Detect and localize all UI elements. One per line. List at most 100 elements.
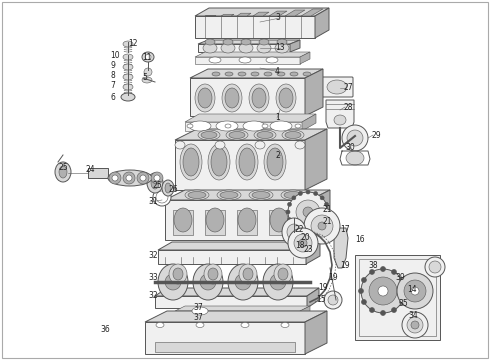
Text: 37: 37	[193, 314, 203, 323]
Ellipse shape	[378, 286, 388, 296]
Ellipse shape	[175, 141, 185, 149]
Text: 3: 3	[275, 13, 280, 22]
Ellipse shape	[228, 264, 258, 300]
Polygon shape	[290, 40, 300, 52]
Ellipse shape	[188, 192, 206, 198]
Text: 11: 11	[142, 54, 151, 63]
Ellipse shape	[334, 115, 346, 125]
Ellipse shape	[284, 192, 302, 198]
Text: 31: 31	[148, 198, 158, 207]
Ellipse shape	[140, 175, 146, 181]
Ellipse shape	[236, 144, 258, 180]
Ellipse shape	[320, 196, 324, 200]
Ellipse shape	[123, 74, 133, 80]
Polygon shape	[205, 15, 216, 16]
Ellipse shape	[402, 312, 428, 338]
Polygon shape	[300, 306, 310, 316]
Text: 20: 20	[300, 234, 310, 243]
Text: 19: 19	[340, 261, 350, 270]
Ellipse shape	[235, 274, 251, 290]
Text: 36: 36	[100, 325, 110, 334]
Ellipse shape	[295, 124, 301, 128]
Ellipse shape	[162, 180, 174, 196]
Ellipse shape	[326, 210, 330, 214]
Ellipse shape	[252, 88, 266, 108]
Ellipse shape	[270, 208, 288, 232]
Ellipse shape	[185, 190, 209, 200]
Ellipse shape	[264, 72, 272, 76]
Polygon shape	[195, 8, 329, 16]
Ellipse shape	[397, 273, 433, 309]
Ellipse shape	[165, 274, 181, 290]
Ellipse shape	[226, 130, 248, 140]
Ellipse shape	[189, 121, 211, 131]
Polygon shape	[165, 200, 310, 240]
Ellipse shape	[243, 268, 253, 280]
Ellipse shape	[208, 144, 230, 180]
Ellipse shape	[399, 278, 405, 283]
Polygon shape	[306, 242, 320, 264]
Polygon shape	[269, 11, 287, 16]
Ellipse shape	[169, 264, 187, 284]
Ellipse shape	[153, 188, 171, 206]
Ellipse shape	[278, 268, 288, 280]
Polygon shape	[190, 69, 323, 78]
Polygon shape	[88, 168, 108, 178]
Ellipse shape	[266, 57, 278, 63]
Ellipse shape	[288, 192, 328, 232]
Ellipse shape	[359, 288, 364, 293]
Text: 2: 2	[275, 150, 280, 159]
Ellipse shape	[328, 295, 338, 305]
Ellipse shape	[290, 72, 298, 76]
Ellipse shape	[221, 43, 235, 53]
Ellipse shape	[201, 131, 217, 139]
Ellipse shape	[324, 218, 328, 222]
Ellipse shape	[262, 124, 268, 128]
Text: 28: 28	[343, 103, 352, 112]
Text: 35: 35	[398, 300, 408, 309]
Ellipse shape	[292, 224, 296, 228]
Ellipse shape	[200, 274, 216, 290]
Text: 14: 14	[407, 285, 416, 294]
Ellipse shape	[254, 130, 276, 140]
Polygon shape	[301, 9, 323, 16]
Ellipse shape	[392, 307, 396, 312]
Ellipse shape	[362, 300, 367, 305]
Ellipse shape	[324, 291, 342, 309]
Ellipse shape	[112, 175, 118, 181]
Polygon shape	[307, 288, 319, 308]
Text: 18: 18	[295, 240, 304, 249]
Ellipse shape	[318, 222, 326, 230]
Ellipse shape	[279, 88, 293, 108]
Text: 4: 4	[275, 68, 280, 77]
Ellipse shape	[264, 144, 286, 180]
Ellipse shape	[204, 264, 222, 284]
Ellipse shape	[381, 310, 386, 315]
Ellipse shape	[225, 124, 231, 128]
Ellipse shape	[145, 54, 151, 59]
Ellipse shape	[217, 190, 241, 200]
Polygon shape	[175, 311, 300, 316]
Ellipse shape	[288, 218, 292, 222]
Ellipse shape	[346, 151, 364, 165]
Polygon shape	[334, 228, 348, 268]
Ellipse shape	[270, 121, 292, 131]
Polygon shape	[310, 190, 330, 240]
Ellipse shape	[241, 323, 249, 328]
Ellipse shape	[314, 192, 318, 195]
Ellipse shape	[222, 84, 242, 112]
Polygon shape	[175, 306, 310, 311]
Text: 9: 9	[110, 62, 115, 71]
Ellipse shape	[306, 190, 310, 194]
Ellipse shape	[320, 224, 324, 228]
Ellipse shape	[211, 148, 227, 176]
Ellipse shape	[286, 210, 290, 214]
Ellipse shape	[425, 257, 445, 277]
Polygon shape	[155, 296, 307, 308]
Ellipse shape	[225, 72, 233, 76]
Text: 21: 21	[322, 217, 332, 226]
Ellipse shape	[407, 317, 423, 333]
Ellipse shape	[327, 80, 347, 94]
Ellipse shape	[123, 172, 135, 184]
Text: 25: 25	[58, 163, 68, 172]
